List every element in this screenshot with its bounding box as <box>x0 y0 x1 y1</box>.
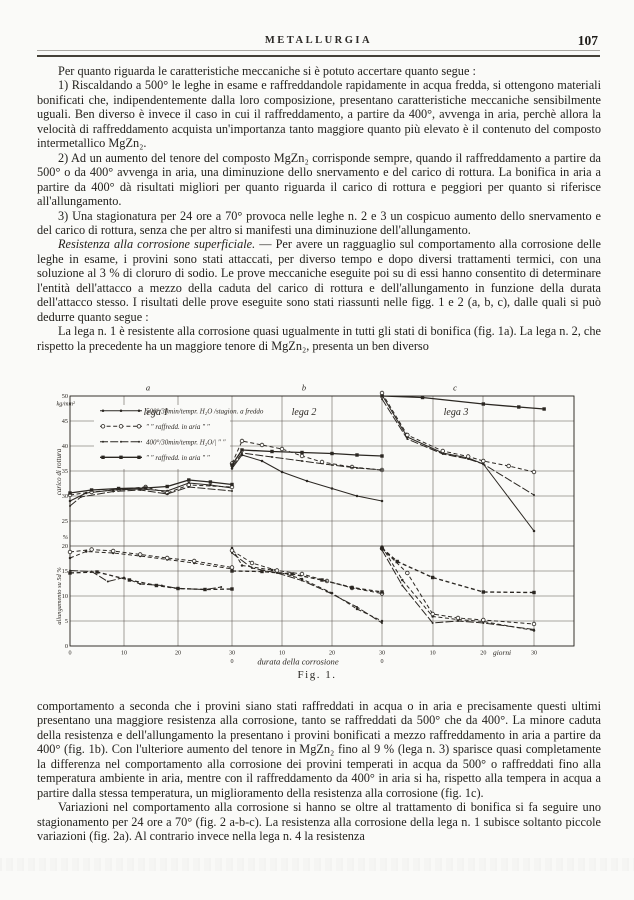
paragraph-item-3: 3) Una stagionatura per 24 ore a 70° pro… <box>37 208 601 237</box>
svg-text:0: 0 <box>68 651 71 657</box>
paragraph-item-2: 2) Ad un aumento del tenore del composto… <box>37 150 601 209</box>
svg-text:carico di rottura: carico di rottura <box>56 448 63 495</box>
svg-text:35: 35 <box>62 468 68 475</box>
svg-text:″ ″ raffredd. in aria: ″ ″ raffredd. in aria ″ ″ <box>146 454 210 462</box>
svg-text:0: 0 <box>65 643 68 650</box>
svg-text:b: b <box>302 384 306 393</box>
svg-text:allungamento su 5d %: allungamento su 5d % <box>56 567 63 624</box>
svg-text:50: 50 <box>62 393 68 400</box>
svg-text:30: 30 <box>62 493 68 500</box>
paragraph-intro: Per quanto riguarda le caratteristiche m… <box>58 64 476 78</box>
svg-text:kg/mm²: kg/mm² <box>57 401 75 408</box>
svg-text:20: 20 <box>62 543 68 550</box>
svg-text:30: 30 <box>229 651 235 657</box>
svg-text:10: 10 <box>62 593 68 600</box>
svg-text:giorni: giorni <box>493 648 511 657</box>
svg-text:10: 10 <box>430 651 436 657</box>
body-text-top: Per quanto riguarda le caratteristiche m… <box>37 64 601 353</box>
svg-text:45: 45 <box>62 418 68 425</box>
svg-text:15: 15 <box>62 568 68 575</box>
svg-text:lega 3: lega 3 <box>444 407 469 418</box>
svg-text:25: 25 <box>62 518 68 525</box>
paragraph-corrosione: Resistenza alla corrosione superficiale.… <box>37 237 601 324</box>
paragraph-variazioni: Variazioni nel comportamento alla corros… <box>37 800 601 844</box>
svg-text:20: 20 <box>480 651 486 657</box>
svg-text:″ ″ raffredd. in aria: ″ ″ raffredd. in aria ″ ″ <box>146 423 210 431</box>
paragraph-comportamento: comportamento a seconda che i provini si… <box>37 699 601 800</box>
journal-title: METALLURGIA <box>264 35 373 46</box>
svg-text:30: 30 <box>379 651 385 657</box>
svg-text:5: 5 <box>65 618 68 625</box>
svg-text:%: % <box>63 534 69 541</box>
svg-text:10: 10 <box>121 651 127 657</box>
header-rule-thick <box>37 55 600 57</box>
svg-text:c: c <box>453 384 457 393</box>
svg-text:0: 0 <box>230 659 233 665</box>
svg-text:10: 10 <box>279 651 285 657</box>
paragraph-item-1: 1) Riscaldando a 500° le leghe in esame … <box>37 78 601 151</box>
page-number: 107 <box>577 33 598 48</box>
svg-text:lega 1: lega 1 <box>144 407 169 418</box>
svg-text:20: 20 <box>175 651 181 657</box>
section-lead-italic: Resistenza alla corrosione superficiale. <box>58 237 256 252</box>
svg-text:lega 2: lega 2 <box>292 407 317 418</box>
scan-noise-band <box>0 858 634 871</box>
svg-text:30: 30 <box>531 651 537 657</box>
svg-text:20: 20 <box>329 651 335 657</box>
svg-text:400°/30min/tempr. H₂O/| ″: 400°/30min/tempr. H₂O/| ″ ″ <box>146 439 226 447</box>
figure-1: 25 30 35 40 45 50 0 5 10 15 20 kg/mm²% 0 10 20 30 0 10 20 3… <box>55 383 584 668</box>
paragraph-lega1-lega2: La lega n. 1 è resistente alla corrosion… <box>37 324 601 353</box>
figure-1-chart: 25 30 35 40 45 50 0 5 10 15 20 kg/mm²% 0 10 20 30 0 10 20 3… <box>55 383 575 667</box>
running-head: METALLURGIA 107 <box>37 33 600 51</box>
figure-1-caption: Fig. 1. <box>297 669 337 681</box>
svg-text:durata della corrosione: durata della corrosione <box>257 657 339 667</box>
svg-text:0: 0 <box>380 659 383 665</box>
section-lead-rest: — Per avere un ragguaglio sul comportame… <box>37 237 601 324</box>
svg-text:500°/30min/tempr. H₂O /stagion: 500°/30min/tempr. H₂O /stagion. a freddo <box>146 408 264 416</box>
svg-text:40: 40 <box>62 443 68 450</box>
header-rule-thin <box>37 50 600 51</box>
svg-text:a: a <box>146 384 150 393</box>
body-text-bottom: comportamento a seconda che i provini si… <box>37 699 601 844</box>
